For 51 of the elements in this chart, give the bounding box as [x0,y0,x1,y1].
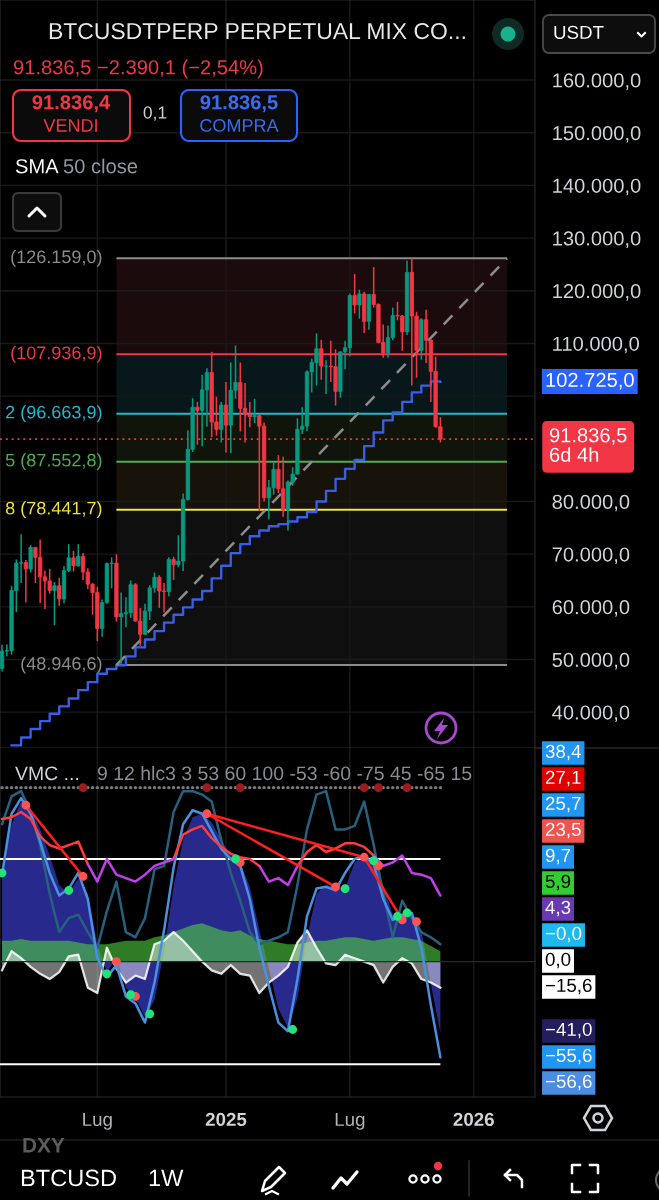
y-tick-label: 50.000,0 [552,652,630,670]
annotation: 91.836,5 [200,95,278,113]
ref-line-label: 2 (96.663,9) [6,405,102,423]
ref-line-label: (48.946,6) [21,656,102,674]
ref-line-label: (126.159,0) [11,249,102,267]
text: USDT [554,25,604,40]
annotation: SMA [15,159,59,174]
ref-line-label: (107.936,9) [11,345,102,363]
text: 9,7 [545,848,571,865]
y-tick-label: 160.000,0 [553,73,641,90]
text: −41,0 [545,1022,592,1039]
ref-line-label: 8 (78.441,7) [5,501,102,519]
y-tick-label: 150.000,0 [553,125,641,143]
annotation: COMPRA [200,119,279,132]
y-tick-label: 40.000,0 [552,705,630,723]
y-tick-label: 130.000,0 [553,231,641,248]
y-tick-label: 110.000,0 [553,336,639,354]
x-tick-label: Lug [335,1112,365,1130]
annotation: 0,1 [143,106,167,121]
text: 5,9 [545,874,571,891]
annotation: 91.836,4 [32,95,111,113]
y-tick-label: 70.000,0 [552,547,630,565]
chart-title: VMC ... [15,766,79,781]
text: 102.725,0 [546,372,634,390]
chart-subtitle: 9 12 hlc3 3 53 60 100 -53 -60 -75 45 -65 15 [97,765,472,781]
x-tick-label: 2026 [453,1112,494,1127]
annotation: 50 close [63,158,138,174]
text: 0,0 [545,952,571,969]
text: DXY [23,1138,65,1153]
ref-line-label: 91.836,5 6d 4h [549,428,627,462]
x-tick-label: 2025 [205,1112,247,1127]
text: −15,6 [545,978,592,995]
text: BTCUSD [21,1169,116,1187]
ref-line-label: 5 (87.552,8) [5,453,102,471]
text: 91.836,5 −2.390,1 (−2,54%) [13,59,263,79]
text: 27,1 [545,770,581,787]
text: 4,3 [545,900,571,917]
text: 23,5 [545,822,581,839]
text: 38,4 [545,744,581,761]
x-tick-label: Lug [83,1112,112,1130]
text: −56,6 [545,1074,592,1091]
y-tick-label: 140.000,0 [553,178,641,196]
text: 1W [149,1169,184,1187]
y-tick-label: 80.000,0 [552,494,630,512]
text: −0,0 [545,926,582,943]
text: −55,6 [545,1048,592,1065]
text: 25,7 [545,796,581,813]
y-tick-label: 60.000,0 [552,600,630,617]
annotation: VENDI [43,119,97,132]
y-tick-label: 120.000,0 [553,284,641,301]
text: BTCUSDTPERP PERPETUAL MIX CO... [49,22,465,40]
